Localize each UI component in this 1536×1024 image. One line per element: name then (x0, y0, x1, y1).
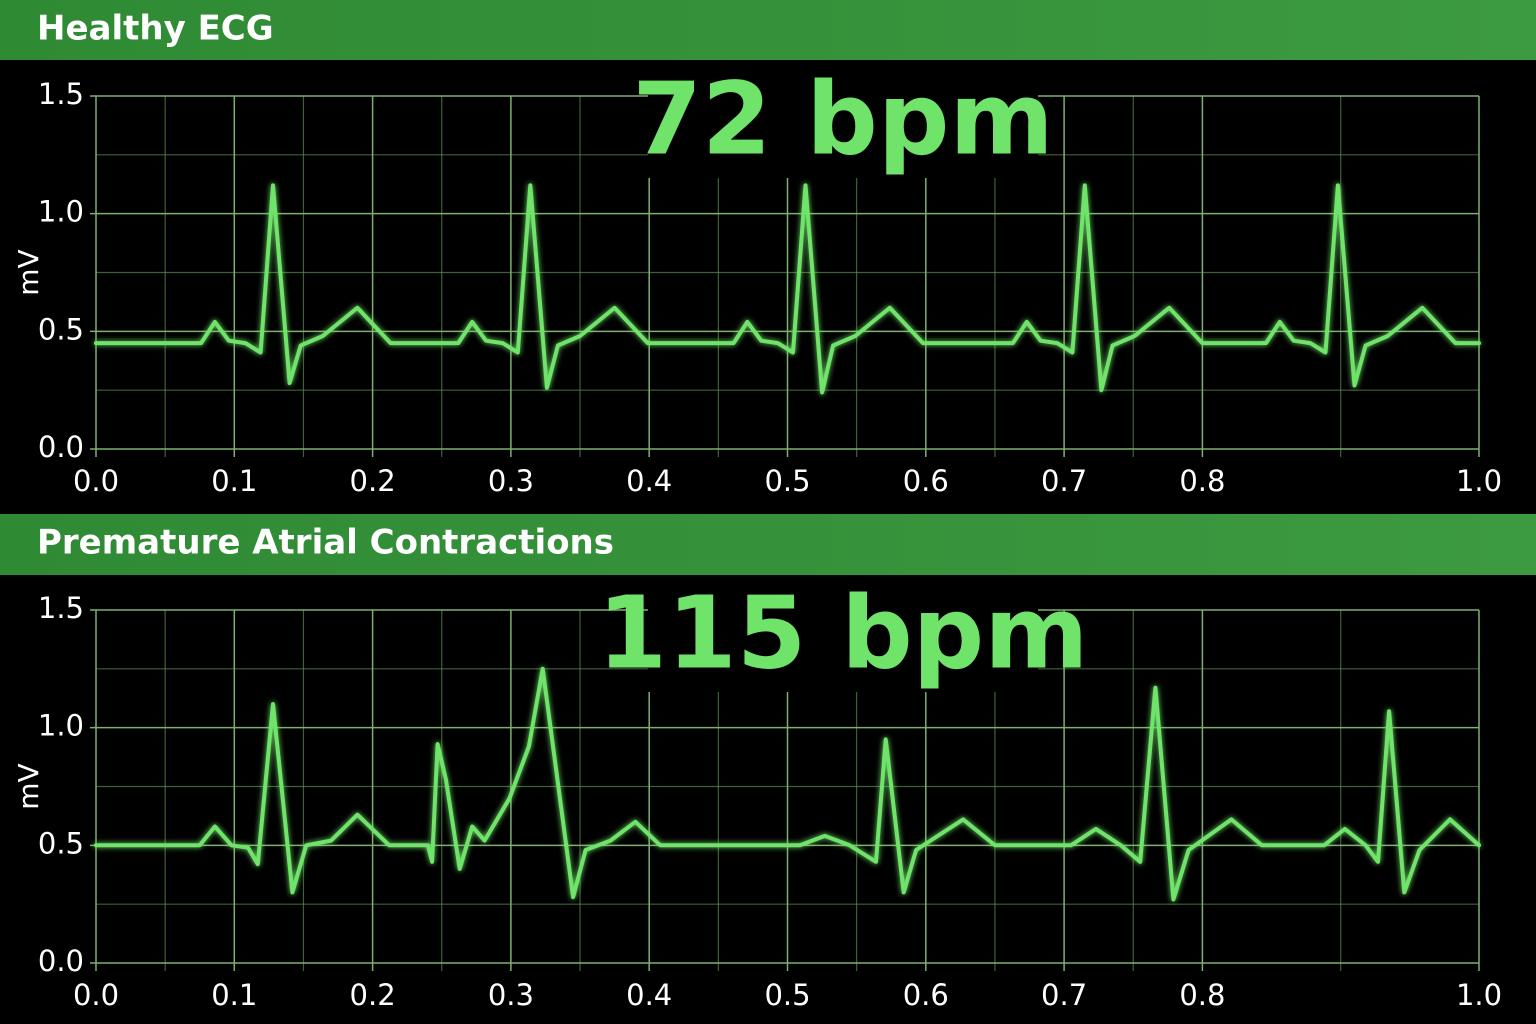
header-band (0, 0, 1536, 60)
bpm-backdrop (648, 588, 1038, 692)
header-band (0, 514, 1536, 575)
x-tick-label: 0.3 (488, 978, 534, 1012)
y-tick-label: 1.0 (38, 709, 84, 743)
x-tick-label: 0.2 (350, 978, 396, 1012)
x-tick-label: 0.2 (350, 464, 396, 498)
y-tick-label: 0.0 (38, 430, 84, 464)
panel-title: Healthy ECG (37, 9, 274, 49)
bpm-backdrop (648, 74, 1038, 178)
x-tick-label: 0.4 (626, 978, 672, 1012)
x-tick-label: 0.7 (1041, 978, 1087, 1012)
x-tick-label: 0.5 (764, 978, 810, 1012)
bpm-readout: 72 bpm (632, 60, 1053, 177)
panel-title: Premature Atrial Contractions (37, 523, 614, 563)
y-axis-label: mV (12, 249, 45, 295)
x-tick-label: 0.7 (1041, 464, 1087, 498)
y-tick-label: 0.5 (38, 312, 84, 346)
x-tick-label: 0.1 (211, 978, 257, 1012)
x-tick-label: 1.0 (1456, 464, 1502, 498)
ecg-trace (94, 183, 1481, 395)
y-tick-label: 0.5 (38, 826, 84, 860)
x-tick-label: 0.4 (626, 464, 672, 498)
ecg-trace (94, 666, 1481, 902)
x-tick-label: 0.1 (211, 464, 257, 498)
x-tick-label: 0.0 (73, 464, 119, 498)
y-tick-label: 0.0 (38, 944, 84, 978)
x-tick-label: 0.3 (488, 464, 534, 498)
x-tick-label: 0.8 (1179, 464, 1225, 498)
x-tick-label: 0.5 (764, 464, 810, 498)
y-tick-label: 1.5 (38, 591, 84, 625)
x-tick-label: 0.8 (1179, 978, 1225, 1012)
y-axis-label: mV (12, 763, 45, 809)
bpm-readout: 115 bpm (598, 574, 1089, 691)
x-tick-label: 1.0 (1456, 978, 1502, 1012)
x-tick-label: 0.0 (73, 978, 119, 1012)
x-tick-label: 0.6 (903, 978, 949, 1012)
x-tick-label: 0.6 (903, 464, 949, 498)
y-tick-label: 1.0 (38, 195, 84, 229)
y-tick-label: 1.5 (38, 77, 84, 111)
